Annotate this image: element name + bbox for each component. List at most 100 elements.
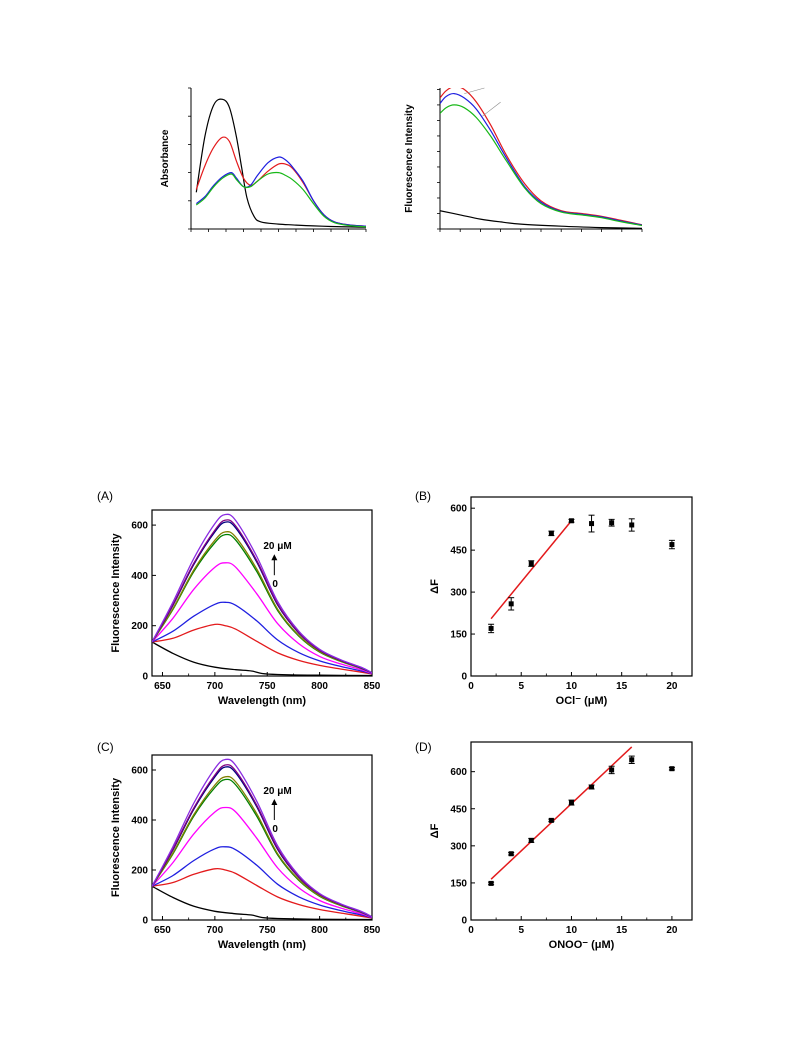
y-tick-label: 200 [131, 621, 148, 632]
x-tick-label: 20 [666, 681, 678, 692]
x-tick-label: 15 [616, 925, 628, 936]
y-tick-label: 600 [450, 767, 467, 778]
series-line-1 [195, 136, 366, 227]
annotation-bottom: 0 [272, 824, 278, 835]
series-line-3 [152, 806, 372, 919]
series-line-6 [152, 521, 372, 674]
data-point [589, 521, 595, 527]
x-tick-label: 15 [616, 681, 628, 692]
x-axis-title: Wavelength (nm) [218, 939, 307, 951]
chart-panel-a: 650 700 750 800 850 0 200 400 600 Wavelength (nm)… [97, 489, 381, 707]
series-line-1 [440, 92, 642, 226]
y-tick-label: 0 [461, 672, 467, 683]
x-tick-label: 750 [259, 681, 276, 692]
data-point [548, 817, 554, 823]
x-axis-title: OCl⁻ (μM) [556, 695, 608, 707]
series-line-0 [440, 88, 642, 226]
data-point [528, 837, 534, 843]
data-point [488, 625, 494, 631]
x-tick-label: 650 [154, 925, 171, 936]
series-line-6 [152, 766, 372, 918]
y-tick-label: 600 [131, 521, 148, 532]
series-line-7 [152, 519, 372, 674]
y-tick-label: 600 [450, 504, 467, 515]
data-point [568, 800, 574, 806]
x-tick-label: 10 [566, 681, 578, 692]
plot-frame [151, 754, 373, 921]
series-line-2 [195, 156, 366, 227]
x-tick-label: 5 [518, 925, 524, 936]
series-line-3 [440, 210, 642, 229]
plot-frame [470, 741, 693, 921]
y-tick-label: 600 [131, 766, 148, 777]
data-point [669, 542, 675, 548]
series-line-3 [195, 171, 366, 228]
series-line-0 [195, 98, 366, 228]
y-axis-title: Fluorescence Intensity [110, 777, 122, 897]
y-tick-label: 450 [450, 804, 467, 815]
data-point [609, 520, 615, 526]
x-tick-label: 0 [468, 681, 474, 692]
panel-label: (B) [415, 489, 431, 503]
y-tick-label: 0 [142, 672, 148, 683]
data-point [528, 561, 534, 567]
series-line-5 [152, 775, 372, 918]
series-line-1 [152, 623, 372, 675]
chart-fluorescence-overview: Fluorescence Intensity [404, 87, 643, 232]
series-line-3 [152, 562, 372, 675]
x-tick-label: 650 [154, 681, 171, 692]
x-tick-label: 5 [518, 681, 524, 692]
plot-frame [151, 509, 373, 677]
x-tick-label: 10 [566, 925, 578, 936]
annotation-top: 20 μM [263, 786, 291, 797]
series-line-0 [152, 885, 372, 920]
y-axis-title: ΔF [429, 579, 441, 594]
y-axis-title: Fluorescence Intensity [110, 533, 122, 653]
y-tick-label: 200 [131, 866, 148, 877]
fit-line [490, 520, 573, 620]
x-tick-label: 800 [311, 681, 328, 692]
series-line-8 [152, 513, 372, 674]
pointer-line [464, 87, 485, 94]
panel-label: (A) [97, 489, 113, 503]
data-point [508, 851, 514, 857]
series-line-1 [152, 867, 372, 919]
chart-panel-b: 0 5 10 15 20 0 150 300 450 600 OCl⁻ (μM) ΔF (B) [415, 489, 693, 707]
y-tick-label: 400 [131, 571, 148, 582]
x-tick-label: 850 [364, 681, 381, 692]
x-tick-label: 20 [666, 925, 678, 936]
data-point [508, 601, 514, 607]
y-tick-label: 0 [461, 916, 467, 927]
data-point [568, 518, 574, 524]
series-line-2 [440, 104, 642, 227]
panel-label: (C) [97, 740, 114, 754]
plot-frame [470, 496, 693, 677]
panel-label: (D) [415, 740, 432, 754]
chart-absorbance: Absorbance [160, 87, 367, 232]
data-point [548, 530, 554, 536]
series-line-4 [152, 778, 372, 918]
data-point [669, 766, 675, 772]
x-tick-label: 700 [207, 681, 224, 692]
y-axis-title: ΔF [429, 823, 441, 838]
series-line-2 [152, 846, 372, 919]
data-point [629, 522, 635, 528]
data-point [589, 784, 595, 790]
y-tick-label: 300 [450, 841, 467, 852]
x-tick-label: 800 [311, 925, 328, 936]
y-tick-label: 0 [142, 916, 148, 927]
fit-line [490, 746, 633, 880]
x-axis-title: Wavelength (nm) [218, 695, 307, 707]
series-line-8 [152, 758, 372, 918]
x-tick-label: 850 [364, 925, 381, 936]
y-tick-label: 150 [450, 630, 467, 641]
data-point [629, 757, 635, 763]
data-point [609, 767, 615, 773]
data-point [488, 880, 494, 886]
y-tick-label: 150 [450, 878, 467, 889]
series-line-0 [152, 641, 372, 676]
chart-panel-c: 650 700 750 800 850 0 200 400 600 Wavelength (nm)… [97, 740, 381, 951]
annotation-arrow-head [271, 554, 278, 561]
series-line-7 [152, 764, 372, 918]
